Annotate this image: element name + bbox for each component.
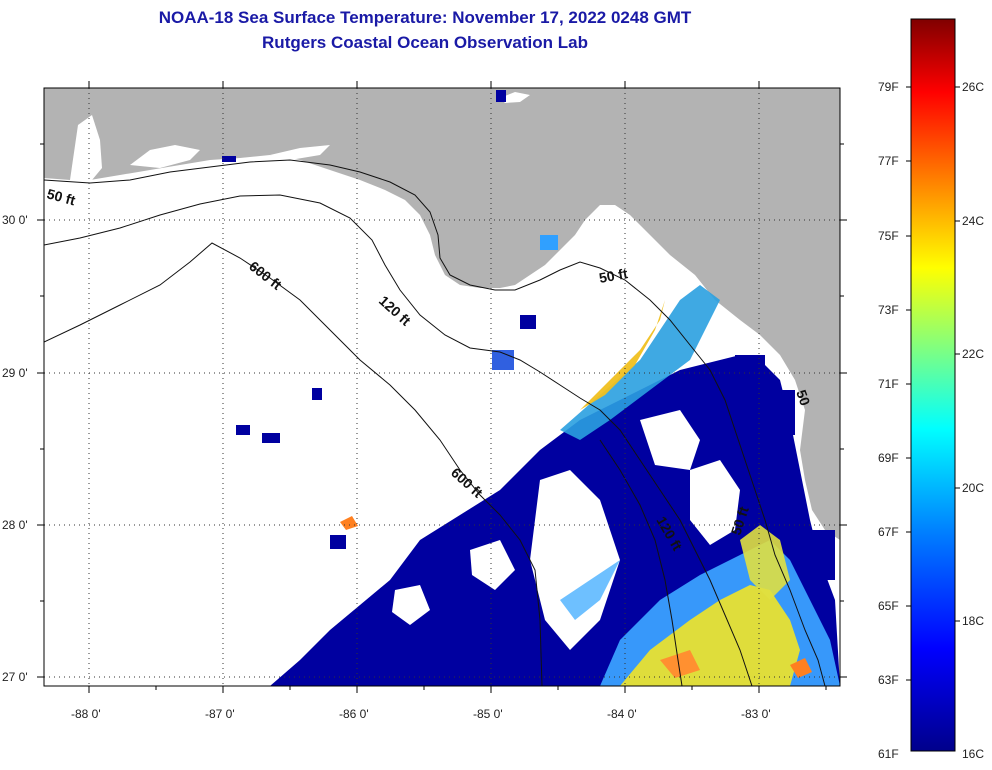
sst-speckle [770, 390, 795, 435]
colorbar-f-label: 65F [878, 599, 899, 613]
lat-label: 28 0' [2, 518, 28, 532]
lon-label: -84 0' [607, 707, 637, 721]
lat-label: 29 0' [2, 366, 28, 380]
contour-outer [599, 439, 683, 686]
bay [500, 92, 530, 103]
contour-label: 50 ft [45, 185, 77, 208]
colorbar-f-label: 67F [878, 525, 899, 539]
lon-label: -83 0' [741, 707, 771, 721]
colorbar-ticks [906, 86, 960, 681]
contour-label: 50 ft [598, 265, 629, 286]
colorbar-f-label: 73F [878, 303, 899, 317]
sst-speckle [735, 355, 765, 395]
colorbar-c-label: 16C [962, 747, 984, 761]
colorbar-f-label: 63F [878, 673, 899, 687]
cloud-patch [530, 470, 620, 650]
contour-50ft [44, 159, 826, 686]
sst-speckle [496, 90, 506, 102]
cloud-patch [640, 410, 700, 470]
colorbar-c-label: 22C [962, 347, 984, 361]
colorbar-f-label: 61F [878, 747, 899, 761]
bay [70, 115, 102, 180]
map-frame [43, 87, 841, 687]
lat-label: 27 0' [2, 670, 28, 684]
cloud-patch [470, 540, 515, 590]
contour-600ft [44, 242, 543, 686]
sst-speckle [312, 388, 322, 400]
colorbar-f-label: 69F [878, 451, 899, 465]
lon-label: -86 0' [339, 707, 369, 721]
colorbar-f-label: 79F [878, 80, 899, 94]
contour-label: 50 [793, 388, 813, 408]
colorbar-c-label: 24C [962, 214, 984, 228]
lon-label: -88 0' [71, 707, 101, 721]
colorbar-f-label: 71F [878, 377, 899, 391]
title-line-2: Rutgers Coastal Ocean Observation Lab [262, 33, 588, 52]
colorbar-c-label: 18C [962, 614, 984, 628]
sst-speckle [520, 315, 536, 329]
lon-label: -87 0' [205, 707, 235, 721]
sst-cool-band [560, 285, 720, 440]
lat-ticks [37, 143, 847, 678]
cloud-patch [690, 460, 740, 545]
cloud-patch [392, 585, 430, 625]
bay [270, 145, 330, 160]
colorbar-c-label: 20C [962, 481, 984, 495]
sst-warm-band [740, 525, 790, 600]
colorbar-f-label: 77F [878, 154, 899, 168]
sst-speckle [222, 156, 236, 162]
sst-hot-patch [340, 516, 358, 530]
sst-speckle [262, 433, 280, 443]
sst-hot-patch [790, 658, 812, 678]
lon-label: -85 0' [473, 707, 503, 721]
sst-hot-patch [660, 650, 700, 678]
sst-speckle [805, 530, 835, 580]
land-mass [44, 88, 840, 540]
title-line-1: NOAA-18 Sea Surface Temperature: Novembe… [158, 8, 692, 27]
lat-label: 30 0' [2, 213, 28, 227]
sst-speckle [236, 425, 250, 435]
sst-speckle [330, 535, 346, 549]
contour-120ft [44, 194, 753, 686]
colorbar [910, 18, 956, 752]
sst-cool-band [560, 560, 620, 620]
colorbar-c-label: 26C [962, 80, 984, 94]
colorbar-f-label: 75F [878, 229, 899, 243]
bay [130, 145, 200, 168]
sst-speckle [540, 235, 558, 250]
lon-ticks [88, 81, 827, 693]
